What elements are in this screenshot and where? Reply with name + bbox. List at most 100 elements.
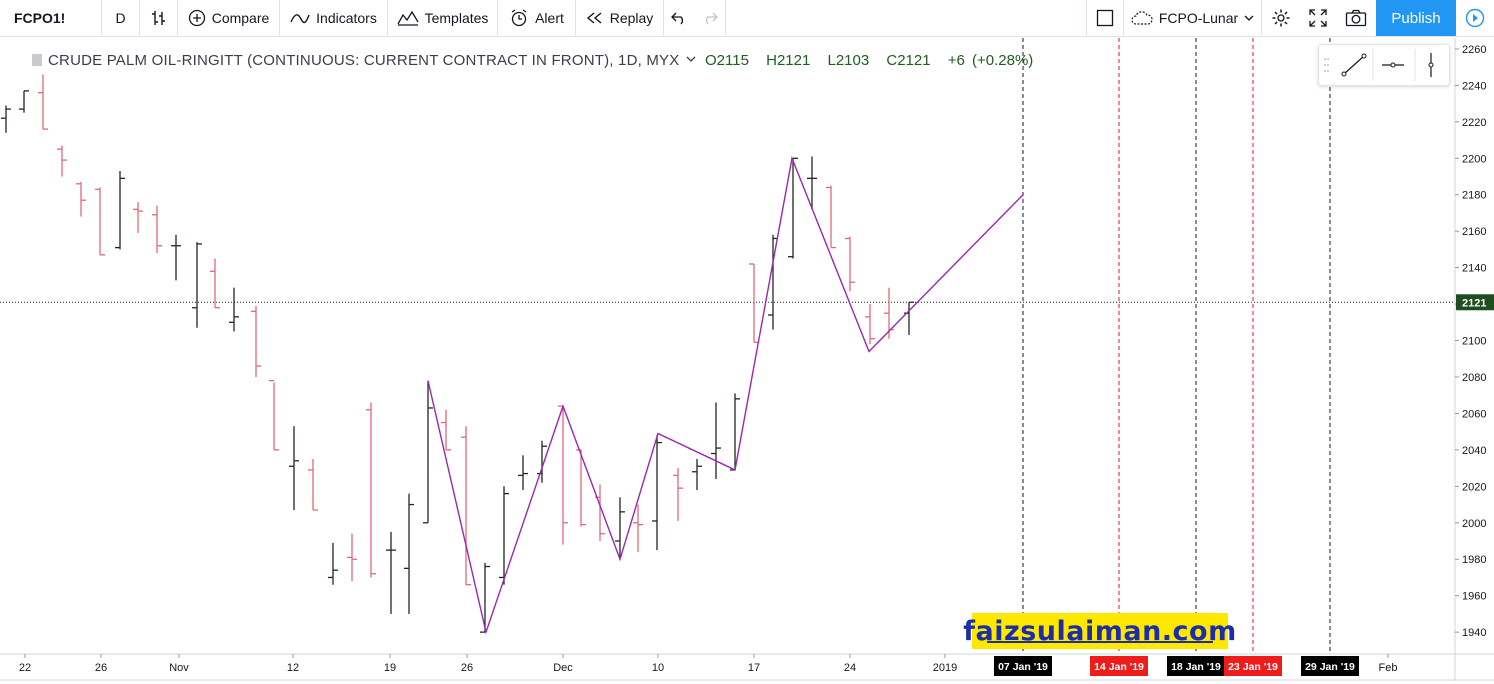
symbol-label: FCPO1! <box>14 10 66 26</box>
ohlc-values: O2115 H2121 L2103 C2121 +6 (+0.28%) <box>705 52 1043 69</box>
square-icon <box>1096 9 1114 27</box>
redo-button[interactable] <box>694 0 726 36</box>
undo-icon <box>671 12 684 25</box>
time-tick-label: 17 <box>748 662 760 674</box>
time-tick-label: 12 <box>287 662 299 674</box>
trend-line-tool-icon[interactable] <box>1341 53 1367 77</box>
price-tick-label: 2060 <box>1462 408 1486 420</box>
publish-button[interactable]: Publish <box>1376 0 1456 36</box>
price-tick-label: 2240 <box>1462 80 1486 92</box>
vertical-line-tool-icon[interactable] <box>1428 53 1434 77</box>
templates-button[interactable]: Templates <box>388 0 498 36</box>
date-marker-tag[interactable] <box>994 656 1052 676</box>
price-axis[interactable]: 1940196019802000202020402060208021002120… <box>1454 38 1494 681</box>
alarm-clock-icon <box>511 9 527 27</box>
ohlc-bars-icon <box>151 11 165 25</box>
price-tick-label: 2020 <box>1462 481 1486 493</box>
change-value: +6 (+0.28%) <box>947 52 1034 69</box>
low-value: L2103 <box>827 52 870 69</box>
ohlc-bar <box>711 402 721 480</box>
date-marker-tag[interactable] <box>1301 656 1359 676</box>
compare-label: Compare <box>211 10 270 26</box>
ohlc-bar <box>347 533 357 582</box>
alert-label: Alert <box>535 10 564 26</box>
indicator-wave-icon <box>290 14 310 24</box>
date-marker-label: 29 Jan '19 <box>1305 661 1355 673</box>
ohlc-bar <box>328 542 338 585</box>
price-tick-label: 2160 <box>1462 226 1486 238</box>
collapse-legend-icon[interactable] <box>32 54 42 66</box>
date-marker-label: 07 Jan '19 <box>998 661 1048 673</box>
ohlc-bar <box>171 234 181 281</box>
select-layout-button[interactable] <box>1086 0 1124 36</box>
chevron-down-icon[interactable] <box>686 55 696 63</box>
gear-icon <box>1272 9 1290 27</box>
ohlc-bar <box>57 145 67 177</box>
ohlc-bar <box>95 187 105 256</box>
ohlc-bar <box>633 504 643 552</box>
layout-name-label: FCPO-Lunar <box>1158 10 1239 26</box>
ohlc-bar <box>480 562 490 633</box>
date-marker-tag[interactable] <box>1224 656 1282 676</box>
replay-button[interactable]: Replay <box>576 0 664 36</box>
chevron-down-icon <box>1244 15 1254 21</box>
indicators-label: Indicators <box>316 10 377 26</box>
ohlc-bar <box>251 305 261 377</box>
ohlc-bar <box>38 74 48 130</box>
last-price-label: 2121 <box>1462 297 1486 309</box>
ohlc-bar <box>386 531 396 614</box>
ohlc-bar <box>366 402 376 578</box>
fullscreen-button[interactable] <box>1300 0 1336 36</box>
fullscreen-icon <box>1309 9 1327 27</box>
ohlc-bar <box>615 497 625 560</box>
ohlc-bar <box>826 185 836 249</box>
horizontal-line-tool-icon[interactable] <box>1382 62 1404 68</box>
symbol-search-button[interactable]: FCPO1! <box>0 0 102 36</box>
watermark-text: faizsulaiman.com <box>963 615 1237 647</box>
zigzag-trend-line[interactable] <box>427 155 1024 635</box>
top-toolbar: FCPO1! D Compare Indicators Templates <box>0 0 1494 37</box>
redo-icon <box>705 12 718 25</box>
date-marker-label: 18 Jan '19 <box>1171 661 1221 673</box>
layout-name-button[interactable]: FCPO-Lunar <box>1124 0 1262 36</box>
price-tick-label: 1960 <box>1462 591 1486 603</box>
time-tick-label: 19 <box>384 662 396 674</box>
watermark-banner: faizsulaiman.com <box>963 613 1236 649</box>
ohlc-bar <box>133 202 143 234</box>
last-price-tag <box>1456 294 1494 311</box>
legend-title-text: CRUDE PALM OIL-RINGITT (CONTINUOUS: CURR… <box>48 52 680 69</box>
time-tick-label: 24 <box>844 662 856 674</box>
ohlc-bar <box>865 304 875 345</box>
drawing-tools <box>1324 49 1434 81</box>
undo-button[interactable] <box>664 0 694 36</box>
ohlc-bar <box>192 242 202 328</box>
snapshot-button[interactable] <box>1336 0 1376 36</box>
indicators-button[interactable]: Indicators <box>280 0 388 36</box>
ohlc-bar <box>269 379 279 451</box>
ohlc-bar <box>518 455 528 490</box>
settings-button[interactable] <box>1262 0 1300 36</box>
time-axis[interactable]: 22 26 Nov 12 19 26 Dec 10 17 24 2019 Feb 07 Jan '19 1… <box>0 653 1494 681</box>
ohlc-bars <box>1 74 914 633</box>
legend-title[interactable]: CRUDE PALM OIL-RINGITT (CONTINUOUS: CURR… <box>32 52 696 69</box>
chart-style-button[interactable] <box>140 0 178 36</box>
toggle-panel-button[interactable] <box>1456 0 1494 36</box>
compare-button[interactable]: Compare <box>178 0 280 36</box>
interval-button[interactable]: D <box>102 0 140 36</box>
ohlc-bar <box>673 468 683 521</box>
date-marker-tag[interactable] <box>1167 656 1225 676</box>
alert-button[interactable]: Alert <box>498 0 576 36</box>
price-tick-label: 2140 <box>1462 263 1486 275</box>
plus-circle-icon <box>188 9 205 27</box>
time-tick-label: Feb <box>1379 662 1398 674</box>
price-chart[interactable]: 1940196019802000202020402060208021002120… <box>0 37 1494 684</box>
time-tick-label: 10 <box>652 662 664 674</box>
date-marker-tag[interactable] <box>1090 656 1148 676</box>
chart-grid <box>0 38 1455 654</box>
ohlc-bar <box>1 105 11 133</box>
price-tick-label: 2180 <box>1462 190 1486 202</box>
templates-icon <box>397 10 419 26</box>
date-marker-label: 23 Jan '19 <box>1228 661 1278 673</box>
ohlc-bar <box>76 181 86 217</box>
time-tick-label: 22 <box>19 662 31 674</box>
